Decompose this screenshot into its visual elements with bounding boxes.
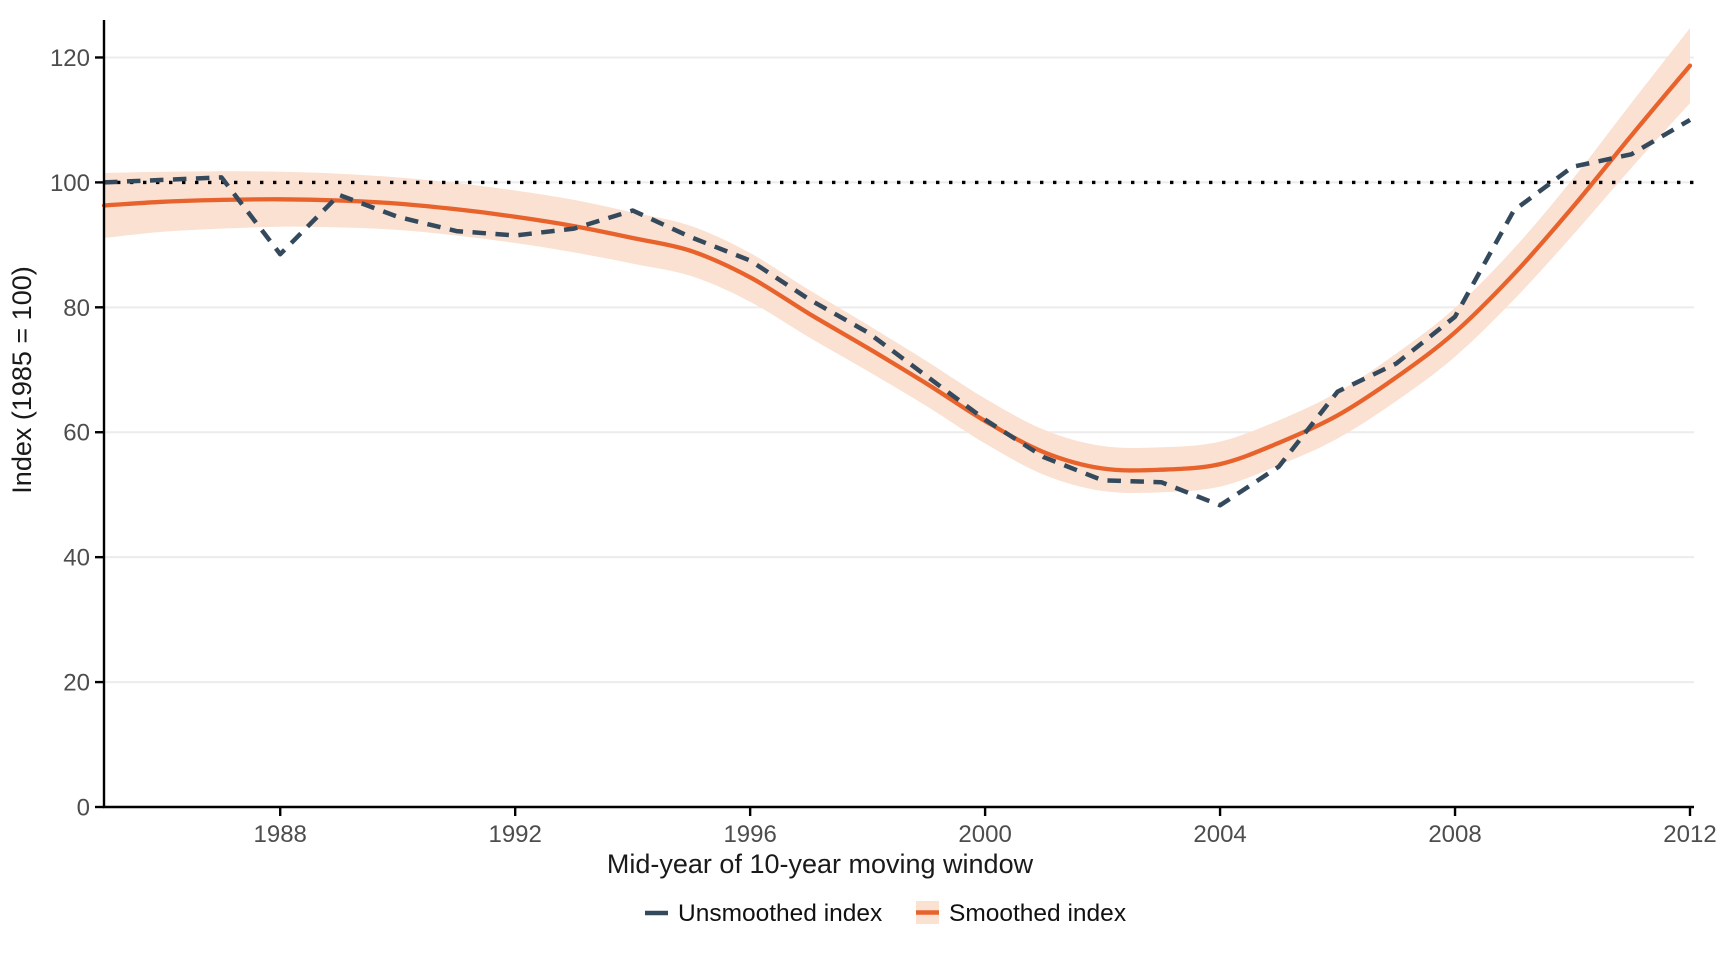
y-tick-label-100: 100 [50,170,90,197]
x-tick-label-2004: 2004 [1193,821,1246,848]
x-tick-label-1996: 1996 [723,821,776,848]
x-axis-title: Mid-year of 10-year moving window [607,849,1034,879]
x-tick-label-2008: 2008 [1428,821,1481,848]
y-axis-title: Index (1985 = 100) [7,266,37,493]
x-tick-label-1988: 1988 [254,821,307,848]
y-tick-label-120: 120 [50,45,90,72]
y-tick-label-0: 0 [77,795,90,822]
y-tick-label-40: 40 [63,545,90,572]
confidence-ribbon [104,28,1690,493]
axes [102,20,1694,809]
x-axis-ticks: 1988 1992 1996 2000 2004 2008 2012 [254,807,1717,848]
legend-label-unsmoothed: Unsmoothed index [678,900,882,927]
y-tick-label-60: 60 [63,420,90,447]
y-tick-label-20: 20 [63,670,90,697]
y-axis-ticks: 0 20 40 60 80 100 120 [50,45,104,822]
legend-label-smoothed: Smoothed index [949,900,1126,927]
unsmoothed-line [103,117,1692,508]
x-tick-label-2000: 2000 [958,821,1011,848]
x-tick-label-1992: 1992 [488,821,541,848]
y-tick-label-80: 80 [63,295,90,322]
smoothed-line [101,63,1693,473]
x-tick-label-2012: 2012 [1663,821,1716,848]
legend: Unsmoothed index Smoothed index [645,900,1126,927]
